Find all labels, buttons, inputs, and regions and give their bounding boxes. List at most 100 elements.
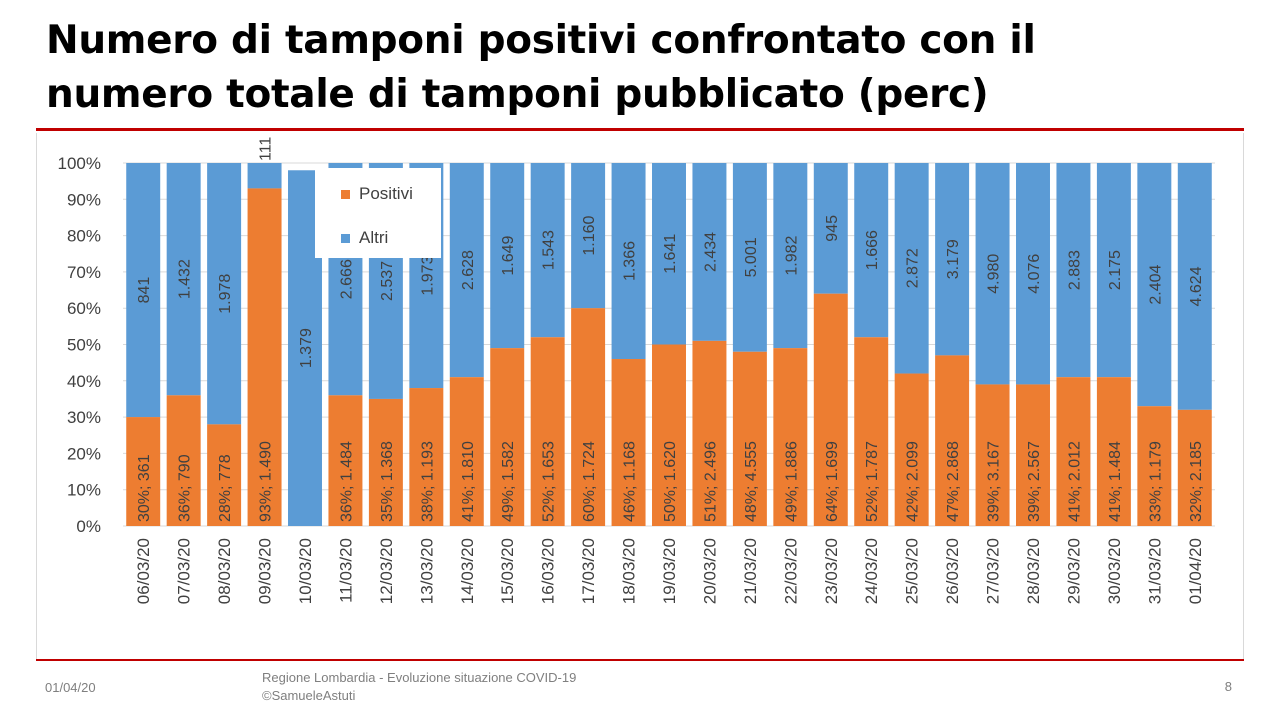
altri-data-label: 945 <box>824 215 841 242</box>
x-tick-label: 12/03/20 <box>377 538 396 604</box>
y-tick-label: 40% <box>67 372 101 391</box>
bar-positivi <box>166 395 201 526</box>
bar-altri <box>975 163 1010 385</box>
bar-altri <box>490 163 525 349</box>
positivi-data-label: 39%; 2.567 <box>1026 441 1043 522</box>
bar-positivi <box>611 359 646 526</box>
bar-altri <box>894 163 929 374</box>
positivi-data-label: 48%; 4.555 <box>743 441 760 522</box>
stacked-percent-bar-chart: 0% 10% 20% 30% 40% 50% 60% 70% 80% 90% 100% 30%; 36… <box>58 137 1215 604</box>
bar-altri <box>1096 163 1131 378</box>
y-tick-label: 90% <box>67 190 101 209</box>
legend-label-altri: Altri <box>359 228 388 247</box>
y-tick-label: 80% <box>67 227 101 246</box>
bar-positivi <box>894 373 929 526</box>
bar-positivi <box>449 377 484 526</box>
positivi-data-label: 28%; 778 <box>217 454 234 522</box>
legend-swatch-positivi <box>341 190 350 199</box>
positivi-data-label: 52%; 1.653 <box>541 441 558 522</box>
positivi-data-label: 36%; 790 <box>177 454 194 522</box>
x-tick-label: 31/03/20 <box>1145 538 1164 604</box>
bar-altri <box>854 163 889 338</box>
legend-label-positivi: Positivi <box>359 184 413 203</box>
bar-altri <box>935 163 970 356</box>
positivi-data-label: 32%; 2.185 <box>1188 441 1205 522</box>
slide-title-line-2: numero totale di tamponi pubblicato (per… <box>46 72 989 117</box>
x-tick-label: 30/03/20 <box>1105 538 1124 604</box>
altri-data-label: 1.366 <box>622 241 639 281</box>
altri-data-label: 1.973 <box>419 255 436 295</box>
bar-positivi <box>328 395 363 526</box>
bar-altri <box>571 163 606 309</box>
bar-positivi <box>409 388 444 526</box>
x-tick-label: 01/04/20 <box>1186 538 1205 604</box>
altri-data-label: 4.076 <box>1026 254 1043 294</box>
altri-data-label: 2.404 <box>1147 264 1164 304</box>
altri-data-label: 1.649 <box>500 235 517 275</box>
footer-date: 01/04/20 <box>45 680 96 695</box>
x-tick-label: 28/03/20 <box>1024 538 1043 604</box>
x-tick-label: 07/03/20 <box>175 538 194 604</box>
bar-positivi <box>1016 384 1050 526</box>
bar-altri <box>1056 163 1091 378</box>
altri-data-label: 1.432 <box>177 259 194 299</box>
positivi-data-label: 36%; 1.484 <box>338 441 355 522</box>
bar-altri <box>773 163 808 349</box>
x-tick-label: 17/03/20 <box>579 538 598 604</box>
bar-positivi <box>813 293 848 526</box>
bar-positivi <box>207 424 242 526</box>
altri-data-label: 3.179 <box>945 239 962 279</box>
bar-altri <box>813 163 848 294</box>
x-tick-label: 14/03/20 <box>458 538 477 604</box>
bar-positivi <box>1096 377 1131 526</box>
positivi-data-label: 64%; 1.699 <box>824 441 841 522</box>
bar-altri <box>1016 163 1050 385</box>
altri-data-label: 2.537 <box>379 261 396 301</box>
slide-title-line-1: Numero di tamponi positivi confrontato c… <box>46 18 1036 63</box>
bar-positivi <box>854 337 889 526</box>
bar-positivi <box>530 337 565 526</box>
altri-data-label: 1.666 <box>864 230 881 270</box>
positivi-data-label: 30%; 361 <box>136 454 153 522</box>
positivi-data-label: 46%; 1.168 <box>622 441 639 522</box>
altri-data-label: 2.872 <box>905 248 922 288</box>
bar-altri <box>166 163 201 396</box>
altri-data-label: 4.980 <box>986 254 1003 294</box>
footer-divider <box>36 659 1244 661</box>
altri-data-label: 2.434 <box>702 232 719 272</box>
y-tick-label: 0% <box>76 517 101 536</box>
slide-title: Numero di tamponi positivi confrontato c… <box>46 14 1246 122</box>
bar-positivi <box>247 188 282 526</box>
y-tick-label: 70% <box>67 263 101 282</box>
bar-altri <box>247 163 282 189</box>
positivi-data-label: 49%; 1.582 <box>500 441 517 522</box>
x-tick-label: 26/03/20 <box>943 538 962 604</box>
y-tick-label: 50% <box>67 336 101 355</box>
positivi-data-label: 50%; 1.620 <box>662 441 679 522</box>
positivi-data-label: 52%; 1.787 <box>864 441 881 522</box>
x-tick-label: 13/03/20 <box>417 538 436 604</box>
y-tick-label: 20% <box>67 444 101 463</box>
x-tick-label: 25/03/20 <box>903 538 922 604</box>
x-tick-label: 24/03/20 <box>862 538 881 604</box>
legend-swatch-altri <box>341 234 350 243</box>
bar-positivi <box>571 308 606 526</box>
x-tick-label: 27/03/20 <box>984 538 1003 604</box>
positivi-data-label: 47%; 2.868 <box>945 441 962 522</box>
x-tick-label: 09/03/20 <box>256 538 275 604</box>
bar-positivi <box>368 398 403 526</box>
bar-altri <box>692 163 727 341</box>
positivi-data-label: 51%; 2.496 <box>702 441 719 522</box>
altri-data-label: 1.978 <box>217 274 234 314</box>
bar-altri <box>449 163 484 378</box>
positivi-data-label: 35%; 1.368 <box>379 441 396 522</box>
x-tick-label: 16/03/20 <box>539 538 558 604</box>
positivi-data-label: 41%; 1.810 <box>460 441 477 522</box>
altri-data-label: 1.641 <box>662 234 679 274</box>
altri-data-label: 1.379 <box>298 328 315 368</box>
x-tick-label: 15/03/20 <box>498 538 517 604</box>
positivi-data-label: 41%; 2.012 <box>1066 441 1083 522</box>
altri-data-label: 2.883 <box>1066 250 1083 290</box>
positivi-data-label: 41%; 1.484 <box>1107 441 1124 522</box>
bar-altri <box>1177 163 1212 410</box>
